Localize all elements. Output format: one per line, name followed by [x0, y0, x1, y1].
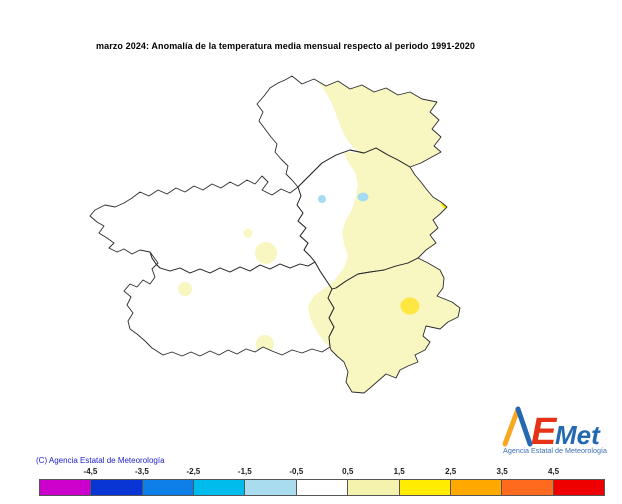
legend-tick-label: -1,5 — [237, 467, 252, 476]
aemet-logo: E Met Agencia Estatal de Meteorología — [502, 406, 607, 455]
anomaly-spot-warm — [178, 282, 192, 296]
legend-bar — [39, 479, 605, 496]
legend-cell — [553, 480, 604, 495]
legend-cell — [450, 480, 503, 495]
legend-tick-label: 1,5 — [393, 467, 405, 476]
legend-tick-label: -3,5 — [135, 467, 149, 476]
aemet-logo-caption: Agencia Estatal de Meteorología — [503, 446, 607, 455]
aemet-logo-met: Met — [555, 420, 601, 450]
anomaly-spot-warmer — [400, 297, 420, 315]
anomaly-spot-cool — [318, 195, 326, 203]
anomaly-shading-layer — [178, 78, 460, 393]
legend-tick-label: 2,5 — [445, 467, 457, 476]
legend-tick-label: 3,5 — [496, 467, 508, 476]
aemet-logo-a-yellow-stroke — [502, 406, 521, 447]
anomaly-spot-cool — [357, 192, 369, 202]
aemet-logo-a-blue-stroke — [515, 406, 533, 447]
legend-cell — [194, 480, 246, 495]
anomaly-spot-warm — [255, 242, 277, 264]
anomaly-region-east — [308, 148, 447, 349]
legend-cell — [296, 480, 349, 495]
province-border-ciudad-real — [123, 251, 335, 357]
page-title: marzo 2024: Anomalía de la temperatura m… — [96, 41, 476, 51]
legend-cell — [91, 480, 143, 495]
legend-tick-label: -2,5 — [186, 467, 201, 476]
legend-tick-label: 0,5 — [342, 467, 354, 476]
legend-cell — [40, 480, 92, 495]
legend-cell — [142, 480, 195, 495]
aemet-logo-letter-e: E — [531, 411, 558, 453]
legend-ticks: -4,5 -3,5 -2,5 -1,5 -0,5 0,5 1,5 2,5 3,5 4,5 — [39, 467, 605, 478]
legend-cell — [399, 480, 451, 495]
anomaly-spot-warm — [243, 228, 253, 238]
legend-tick-label: 4,5 — [547, 467, 560, 476]
legend-tick-label: -0,5 — [289, 467, 304, 476]
anomaly-spot-warm — [368, 195, 374, 201]
legend-cell — [245, 480, 297, 495]
legend-cell — [348, 480, 400, 495]
anomaly-region-northeast — [312, 78, 441, 167]
copyright-text: (C) Agencia Estatal de Meteorología — [36, 456, 165, 465]
legend-tick-label: -4,5 — [83, 467, 98, 476]
province-border-toledo — [89, 175, 316, 274]
legend-cell — [502, 480, 554, 495]
